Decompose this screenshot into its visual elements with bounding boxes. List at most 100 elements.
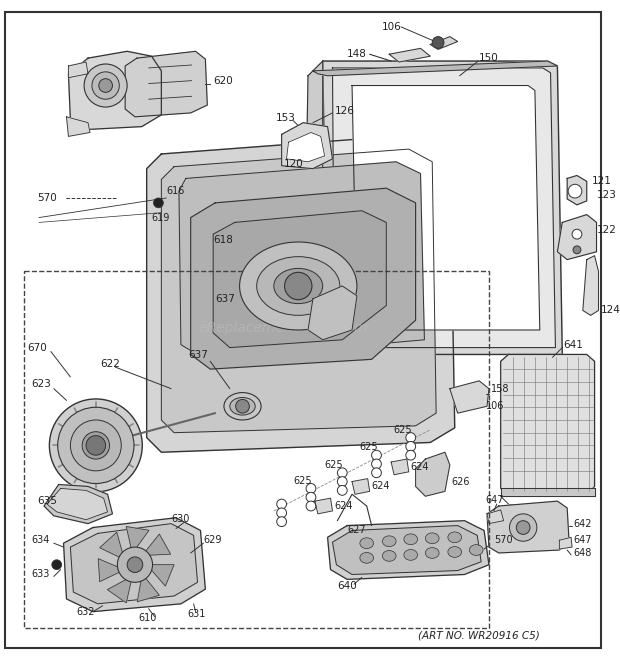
Text: 126: 126: [334, 106, 354, 116]
Text: 570: 570: [494, 535, 513, 545]
Polygon shape: [327, 521, 489, 579]
Circle shape: [306, 492, 316, 502]
Circle shape: [406, 442, 415, 451]
Polygon shape: [352, 86, 540, 330]
Circle shape: [127, 557, 143, 572]
Text: 637: 637: [215, 294, 235, 304]
Circle shape: [92, 72, 119, 99]
Polygon shape: [68, 51, 161, 129]
Polygon shape: [137, 574, 159, 602]
Circle shape: [432, 37, 444, 48]
Circle shape: [306, 484, 316, 493]
Circle shape: [371, 450, 381, 460]
Polygon shape: [161, 149, 436, 433]
Polygon shape: [315, 498, 332, 514]
Ellipse shape: [224, 393, 261, 420]
Polygon shape: [332, 68, 556, 348]
Text: (ART NO. WR20916 C5): (ART NO. WR20916 C5): [418, 630, 540, 640]
Ellipse shape: [448, 532, 461, 543]
Polygon shape: [559, 537, 572, 549]
Text: 622: 622: [100, 359, 121, 369]
Circle shape: [568, 184, 582, 198]
Ellipse shape: [257, 257, 340, 315]
Polygon shape: [322, 61, 562, 354]
Polygon shape: [557, 214, 596, 259]
Polygon shape: [501, 354, 595, 494]
Text: 623: 623: [31, 379, 51, 389]
Circle shape: [277, 499, 286, 509]
Text: 625: 625: [359, 442, 378, 452]
Circle shape: [154, 198, 163, 208]
Text: 625: 625: [325, 460, 343, 470]
Polygon shape: [107, 576, 132, 603]
Circle shape: [406, 433, 415, 442]
Text: 620: 620: [213, 76, 233, 86]
Text: 616: 616: [166, 186, 185, 196]
Text: 629: 629: [203, 535, 222, 545]
Text: 122: 122: [596, 225, 616, 235]
Circle shape: [86, 436, 105, 455]
Polygon shape: [567, 176, 587, 205]
Text: 625: 625: [293, 476, 312, 486]
Polygon shape: [64, 517, 205, 612]
Polygon shape: [487, 501, 569, 553]
Text: 624: 624: [334, 501, 353, 511]
Ellipse shape: [71, 420, 122, 471]
Ellipse shape: [404, 550, 417, 560]
Text: 625: 625: [393, 425, 412, 435]
Polygon shape: [147, 565, 174, 586]
Circle shape: [371, 459, 381, 469]
Polygon shape: [352, 478, 370, 494]
Text: 150: 150: [479, 53, 499, 63]
Polygon shape: [391, 459, 409, 475]
Polygon shape: [583, 255, 598, 315]
Ellipse shape: [239, 242, 357, 330]
Text: 120: 120: [283, 159, 303, 169]
Ellipse shape: [404, 534, 417, 544]
Circle shape: [572, 229, 582, 239]
Text: eReplacementParts.com: eReplacementParts.com: [199, 321, 368, 335]
Polygon shape: [100, 532, 125, 560]
Text: 626: 626: [452, 477, 471, 486]
Text: 631: 631: [188, 609, 206, 618]
Text: 153: 153: [276, 113, 296, 123]
Polygon shape: [47, 488, 107, 519]
Polygon shape: [68, 62, 88, 78]
Ellipse shape: [448, 546, 461, 557]
Ellipse shape: [360, 538, 374, 548]
Polygon shape: [281, 123, 332, 169]
Text: 619: 619: [151, 213, 170, 222]
Text: 633: 633: [31, 570, 50, 579]
Circle shape: [117, 547, 153, 582]
Circle shape: [52, 560, 61, 570]
Text: 610: 610: [139, 614, 157, 624]
Circle shape: [371, 468, 381, 478]
Circle shape: [285, 273, 312, 300]
Ellipse shape: [360, 552, 374, 563]
Bar: [24, 271, 489, 628]
Polygon shape: [191, 188, 415, 369]
Ellipse shape: [50, 399, 142, 492]
Circle shape: [277, 508, 286, 517]
Polygon shape: [303, 61, 322, 359]
Polygon shape: [487, 510, 503, 523]
Circle shape: [337, 477, 347, 486]
Text: 637: 637: [188, 350, 208, 360]
Circle shape: [573, 246, 581, 253]
Polygon shape: [313, 61, 557, 76]
Polygon shape: [125, 51, 207, 117]
Text: 632: 632: [76, 607, 95, 616]
Text: 121: 121: [591, 176, 611, 186]
Text: 642: 642: [573, 519, 591, 529]
Text: 640: 640: [337, 581, 357, 591]
Text: 124: 124: [600, 306, 620, 315]
Text: 647: 647: [485, 495, 503, 505]
Text: 635: 635: [37, 496, 57, 506]
Text: 148: 148: [347, 50, 367, 59]
Polygon shape: [179, 162, 425, 359]
Ellipse shape: [425, 548, 439, 558]
Ellipse shape: [469, 544, 483, 556]
Circle shape: [337, 468, 347, 478]
Ellipse shape: [82, 432, 110, 459]
Polygon shape: [99, 559, 125, 581]
